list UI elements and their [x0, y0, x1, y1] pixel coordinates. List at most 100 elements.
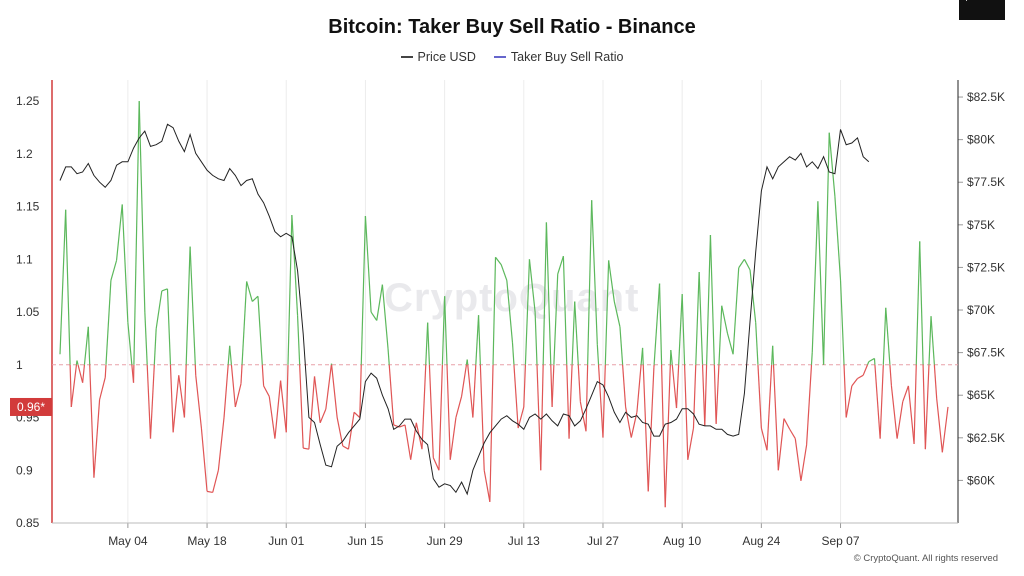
- y-left-tick-label: 0.9: [16, 463, 33, 477]
- ratio-segment-above: [500, 264, 508, 281]
- ratio-segment-above: [670, 349, 673, 365]
- ratio-segment-below: [77, 364, 84, 383]
- ratio-segment-below: [460, 364, 468, 397]
- ratio-segment-below: [353, 411, 361, 418]
- ratio-segment-above: [376, 284, 383, 321]
- x-tick-label: Sep 07: [822, 534, 860, 548]
- ratio-segment-above: [370, 311, 378, 321]
- ratio-segment-above: [930, 316, 935, 365]
- ratio-segment-above: [534, 312, 538, 365]
- ratio-segment-below: [777, 418, 785, 471]
- ratio-segment-below: [299, 364, 304, 449]
- ratio-segment-above: [246, 281, 253, 302]
- chart-title: Bitcoin: Taker Buy Sell Ratio - Binance: [328, 16, 696, 38]
- ratio-segment-below: [642, 364, 649, 492]
- ratio-segment-above: [749, 269, 757, 323]
- ratio-segment-below: [183, 364, 187, 418]
- legend-item-price[interactable]: Price USD: [400, 50, 476, 64]
- y-left-tick-label: 1.05: [16, 305, 40, 319]
- ratio-segment-below: [622, 364, 627, 408]
- ratio-segment-below: [82, 364, 86, 383]
- ratio-segment-below: [597, 364, 604, 438]
- ratio-segment-above: [811, 201, 819, 353]
- ratio-segment-above: [619, 326, 624, 365]
- ratio-segment-above: [506, 280, 514, 343]
- y-left-tick-label: 1: [16, 358, 23, 372]
- ratio-segment-below: [230, 364, 236, 408]
- y-left-tick-label: 0.85: [16, 516, 40, 530]
- ratio-segment-below: [404, 424, 412, 460]
- ratio-segment-below: [455, 396, 463, 418]
- y-right-tick-label: $80K: [967, 133, 995, 147]
- ratio-segment-below: [325, 364, 332, 410]
- ratio-segment-below: [99, 377, 106, 400]
- ratio-segment-below: [941, 406, 949, 453]
- y-left-tick-label: 1.25: [16, 94, 40, 108]
- ratio-segment-above: [115, 204, 123, 261]
- ratio-segment-below: [70, 364, 78, 408]
- x-tick-label: Jun 01: [268, 534, 304, 548]
- ratio-segment-below: [874, 364, 881, 439]
- ratio-segment-below: [704, 364, 708, 426]
- ratio-segment-above: [553, 274, 559, 365]
- ratio-segment-below: [212, 470, 219, 493]
- ratio-segment-above: [885, 307, 891, 365]
- ratio-segment-above: [229, 345, 233, 365]
- ratio-segment-below: [913, 364, 917, 444]
- ratio-segment-below: [467, 364, 474, 418]
- ratio-segment-below: [319, 408, 327, 424]
- ratio-segment-below: [701, 364, 706, 426]
- ratio-segment-below: [347, 412, 355, 450]
- ratio-segment-above: [466, 359, 469, 365]
- ratio-segment-above: [296, 315, 301, 365]
- ratio-segment-below: [336, 417, 344, 447]
- ratio-segment-above: [185, 246, 191, 365]
- ratio-segment-above: [166, 288, 172, 365]
- x-tick-label: Jun 29: [427, 534, 463, 548]
- ratio-segment-above: [59, 209, 67, 355]
- x-tick-label: May 18: [187, 534, 227, 548]
- y-right-tick-label: $75K: [967, 218, 995, 232]
- last-ratio-label: 0.96*: [17, 400, 45, 414]
- ratio-segment-below: [566, 364, 570, 439]
- ratio-segment-above: [110, 260, 118, 281]
- ratio-segment-above: [698, 271, 704, 365]
- ratio-segment-below: [879, 364, 884, 439]
- ratio-segment-above: [545, 222, 552, 365]
- ratio-segment-below: [896, 401, 904, 439]
- ratio-segment-above: [574, 301, 579, 365]
- ratio-segment-below: [303, 447, 309, 450]
- ratio-segment-above: [291, 214, 299, 316]
- ratio-segment-above: [810, 352, 813, 365]
- ratio-segment-below: [783, 418, 791, 430]
- ratio-segment-below: [261, 364, 265, 386]
- ratio-segment-below: [760, 427, 768, 451]
- price-line: [59, 123, 870, 496]
- ratio-segment-above: [83, 326, 89, 365]
- y-right-tick-label: $72.5K: [967, 260, 1005, 274]
- ratio-segment-below: [69, 364, 72, 407]
- ratio-segment-above: [658, 283, 663, 365]
- ratio-segment-above: [495, 256, 502, 265]
- ratio-segment-below: [279, 380, 287, 433]
- y-right-tick-label: $60K: [967, 473, 995, 487]
- ratio-segment-above: [817, 201, 825, 365]
- legend-item-ratio[interactable]: Taker Buy Sell Ratio: [493, 50, 623, 64]
- ratio-segment-above: [596, 344, 600, 365]
- ratio-segment-below: [577, 364, 581, 402]
- ratio-segment-above: [492, 257, 497, 365]
- ratio-segment-below: [568, 364, 573, 439]
- ratio-segment-below: [178, 375, 186, 418]
- ratio-segment-below: [449, 417, 457, 460]
- ratio-segment-below: [902, 385, 909, 402]
- ratio-segment-above: [524, 259, 531, 365]
- x-tick-label: Jul 27: [587, 534, 619, 548]
- ratio-segment-above: [444, 296, 448, 365]
- ratio-segment-below: [146, 364, 152, 439]
- ratio-segment-below: [313, 376, 321, 423]
- ratio-segment-below: [664, 364, 671, 508]
- ratio-segment-above: [511, 342, 515, 365]
- ratio-segment-above: [571, 301, 576, 365]
- ratio-segment-above: [387, 348, 390, 365]
